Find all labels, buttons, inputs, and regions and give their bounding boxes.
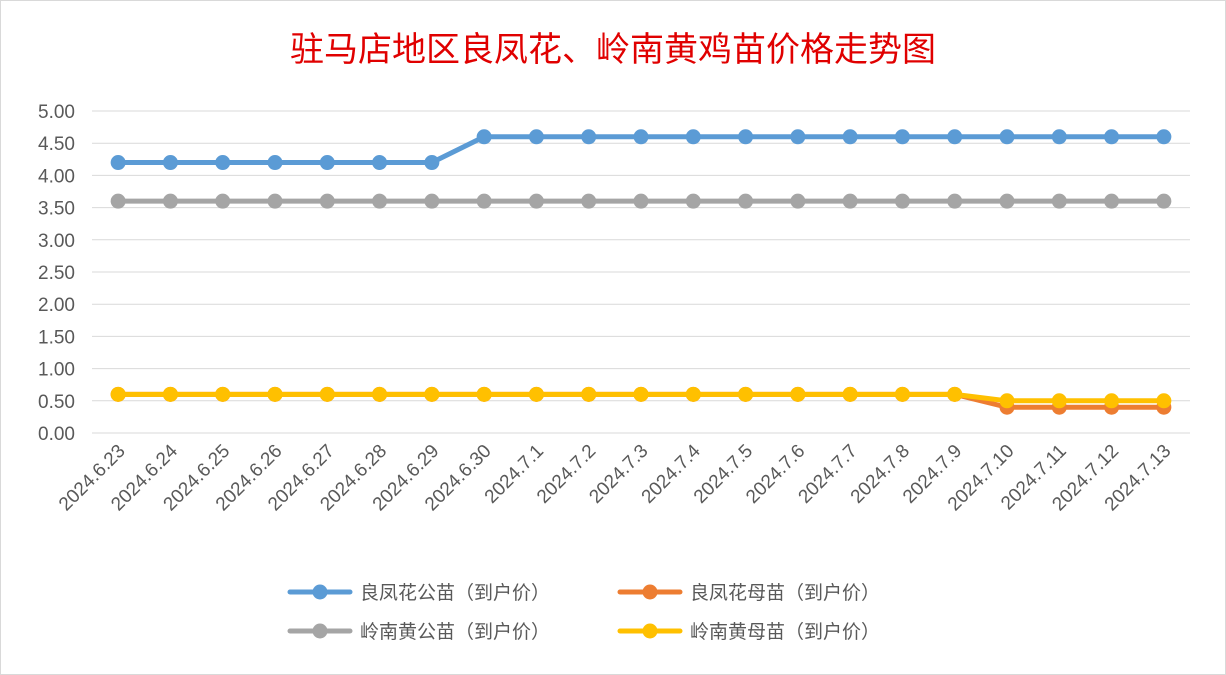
y-tick-label: 0.50 (38, 392, 75, 413)
y-tick-label: 1.50 (38, 327, 75, 348)
y-tick-label: 4.00 (38, 166, 75, 187)
legend-item-2: 岭南黄公苗（到户价） (287, 621, 550, 643)
data-point (894, 386, 910, 402)
data-point (842, 386, 858, 402)
y-tick-label: 2.00 (38, 295, 75, 316)
data-point (1156, 193, 1172, 209)
data-point (1104, 393, 1120, 409)
data-point (1051, 393, 1067, 409)
data-point (790, 129, 806, 145)
data-point (738, 129, 754, 145)
legend-item-1: 良凤花母苗（到户价） (617, 582, 880, 604)
series-group (110, 129, 1172, 415)
data-point (267, 155, 283, 171)
data-point (1104, 193, 1120, 209)
data-point (1051, 129, 1067, 145)
data-point (947, 193, 963, 209)
data-point (372, 193, 388, 209)
legend-marker (642, 623, 658, 639)
data-point (162, 193, 178, 209)
data-point (319, 386, 335, 402)
data-point (738, 386, 754, 402)
data-point (685, 193, 701, 209)
legend: 良凤花公苗（到户价） 良凤花母苗（到户价） 岭南黄公苗（到户价） 岭南黄母苗（到户价） (287, 582, 880, 643)
data-point (528, 386, 544, 402)
legend-label: 岭南黄母苗（到户价） (690, 621, 880, 643)
data-point (319, 155, 335, 171)
legend-item-0: 良凤花公苗（到户价） (287, 582, 550, 604)
data-point (162, 386, 178, 402)
series-0 (110, 129, 1172, 171)
data-point (528, 129, 544, 145)
data-point (424, 386, 440, 402)
legend-marker (642, 584, 658, 600)
data-point (633, 386, 649, 402)
y-tick-label: 0.00 (38, 424, 75, 445)
data-point (476, 129, 492, 145)
data-point (894, 193, 910, 209)
data-point (476, 193, 492, 209)
series-2 (110, 193, 1172, 209)
data-point (424, 155, 440, 171)
gridlines (92, 110, 1190, 434)
data-point (372, 386, 388, 402)
data-point (633, 129, 649, 145)
data-point (685, 129, 701, 145)
y-tick-label: 4.50 (38, 134, 75, 155)
data-point (999, 129, 1015, 145)
y-tick-label: 1.00 (38, 360, 75, 381)
y-tick-label: 5.00 (38, 102, 75, 123)
data-point (842, 129, 858, 145)
data-point (1051, 193, 1067, 209)
data-point (999, 393, 1015, 409)
data-point (790, 193, 806, 209)
data-point (842, 193, 858, 209)
data-point (110, 386, 126, 402)
data-point (110, 155, 126, 171)
data-point (581, 129, 597, 145)
legend-label: 良凤花母苗（到户价） (690, 582, 880, 604)
x-axis-ticks: 2024.6.232024.6.242024.6.252024.6.262024… (55, 440, 1175, 515)
data-point (424, 193, 440, 209)
data-point (790, 386, 806, 402)
data-point (215, 155, 231, 171)
data-point (999, 193, 1015, 209)
data-point (633, 193, 649, 209)
legend-label: 良凤花公苗（到户价） (360, 582, 550, 604)
legend-item-3: 岭南黄母苗（到户价） (617, 621, 880, 643)
legend-marker (312, 623, 328, 639)
data-point (215, 386, 231, 402)
data-point (215, 193, 231, 209)
data-point (372, 155, 388, 171)
data-point (738, 193, 754, 209)
data-point (528, 193, 544, 209)
data-point (319, 193, 335, 209)
y-tick-label: 3.50 (38, 199, 75, 220)
data-point (581, 193, 597, 209)
series-3 (110, 386, 1172, 409)
legend-label: 岭南黄公苗（到户价） (360, 621, 550, 643)
y-axis-ticks: 0.00 0.50 1.00 1.50 2.00 2.50 3.00 3.50 4.00 4.50… (38, 102, 75, 445)
data-point (685, 386, 701, 402)
data-point (947, 129, 963, 145)
y-tick-label: 2.50 (38, 263, 75, 284)
data-point (1156, 393, 1172, 409)
data-point (947, 386, 963, 402)
data-point (894, 129, 910, 145)
data-point (267, 193, 283, 209)
y-tick-label: 3.00 (38, 231, 75, 252)
data-point (110, 193, 126, 209)
data-point (1156, 129, 1172, 145)
data-point (267, 386, 283, 402)
data-point (162, 155, 178, 171)
data-point (476, 386, 492, 402)
chart-title: 驻马店地区良凤花、岭南黄鸡苗价格走势图 (290, 30, 936, 70)
legend-marker (312, 584, 328, 600)
data-point (1104, 129, 1120, 145)
data-point (581, 386, 597, 402)
